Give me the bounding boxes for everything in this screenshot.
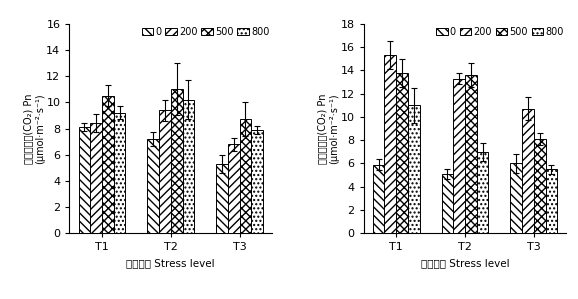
Bar <box>453 79 465 233</box>
Bar <box>510 164 522 233</box>
Bar <box>396 73 408 233</box>
Bar <box>79 127 90 233</box>
Bar <box>477 152 488 233</box>
Bar <box>522 109 534 233</box>
Bar <box>384 55 396 233</box>
Bar <box>228 144 240 233</box>
Bar <box>102 96 114 233</box>
Bar <box>90 123 102 233</box>
Bar <box>408 105 420 233</box>
Bar <box>546 169 557 233</box>
Bar <box>442 174 453 233</box>
Bar <box>240 119 251 233</box>
Bar <box>183 100 194 233</box>
Bar <box>114 113 125 233</box>
Bar <box>147 139 159 233</box>
Bar <box>251 130 263 233</box>
Y-axis label: 净光合速率(CO₂) Pn
(μmol·m⁻²·s⁻¹): 净光合速率(CO₂) Pn (μmol·m⁻²·s⁻¹) <box>23 93 45 164</box>
Bar <box>159 110 171 233</box>
X-axis label: 胁迫梯度 Stress level: 胁迫梯度 Stress level <box>421 258 509 268</box>
Bar <box>216 164 228 233</box>
Bar <box>534 139 546 233</box>
Legend: 0, 200, 500, 800: 0, 200, 500, 800 <box>141 26 271 38</box>
X-axis label: 胁迫梯度 Stress level: 胁迫梯度 Stress level <box>127 258 215 268</box>
Y-axis label: 净光合速率(CO₂) Pn
(μmol·m⁻²·s⁻¹): 净光合速率(CO₂) Pn (μmol·m⁻²·s⁻¹) <box>317 93 339 164</box>
Bar <box>465 75 477 233</box>
Legend: 0, 200, 500, 800: 0, 200, 500, 800 <box>435 26 565 38</box>
Bar <box>171 89 183 233</box>
Bar <box>373 165 384 233</box>
